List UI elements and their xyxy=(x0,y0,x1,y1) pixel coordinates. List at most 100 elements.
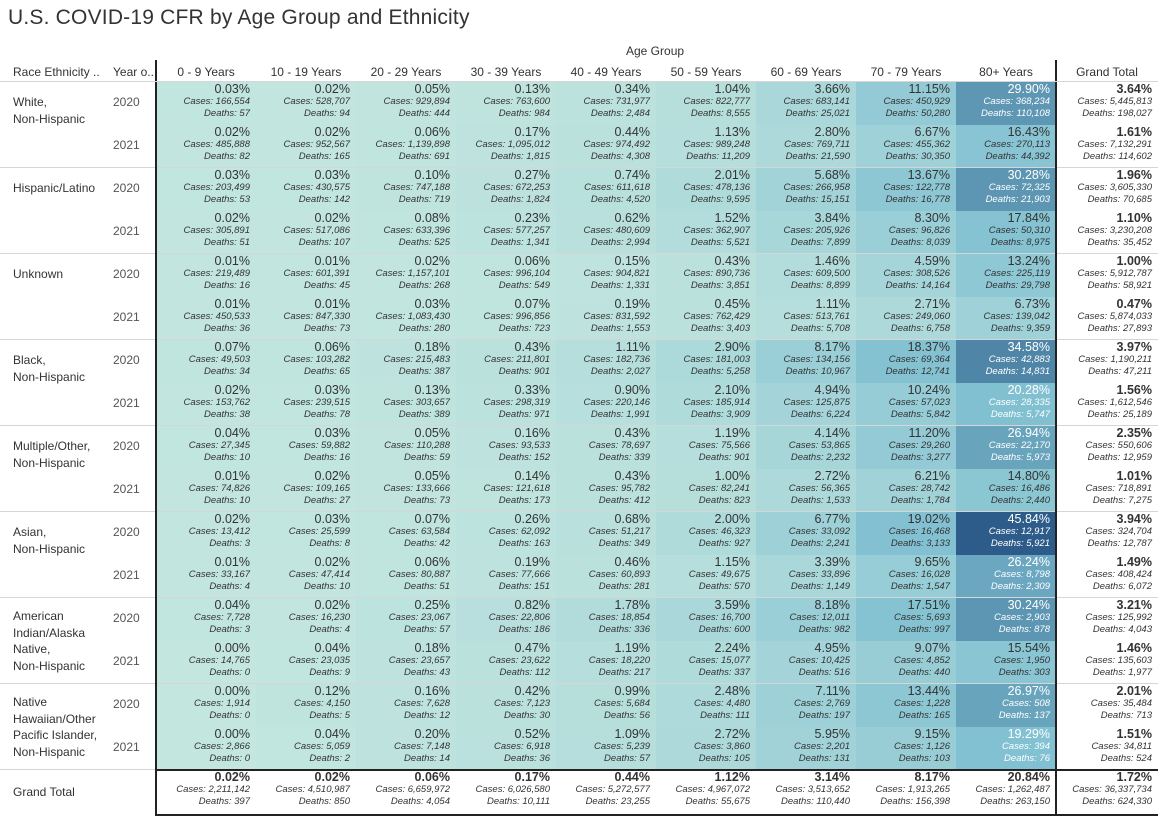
cfr-cell[interactable]: 45.84% Cases: 12,917 Deaths: 5,921 xyxy=(956,512,1056,555)
cfr-cell[interactable]: 0.06% Cases: 103,282 Deaths: 65 xyxy=(256,340,356,383)
cfr-cell[interactable]: 20.28% Cases: 28,335 Deaths: 5,747 xyxy=(956,383,1056,426)
cfr-cell[interactable]: 13.24% Cases: 225,119 Deaths: 29,798 xyxy=(956,254,1056,297)
cfr-cell[interactable]: 0.02% Cases: 1,157,101 Deaths: 268 xyxy=(356,254,456,297)
cfr-cell[interactable]: 6.77% Cases: 33,092 Deaths: 2,241 xyxy=(756,512,856,555)
cfr-cell[interactable]: 0.02% Cases: 109,165 Deaths: 27 xyxy=(256,469,356,512)
cfr-cell[interactable]: 26.94% Cases: 22,170 Deaths: 5,973 xyxy=(956,426,1056,469)
cfr-cell[interactable]: 0.01% Cases: 33,167 Deaths: 4 xyxy=(156,555,256,598)
cfr-cell[interactable]: 0.03% Cases: 1,083,430 Deaths: 280 xyxy=(356,297,456,340)
cfr-cell[interactable]: 0.05% Cases: 110,288 Deaths: 59 xyxy=(356,426,456,469)
cfr-cell[interactable]: 6.67% Cases: 455,362 Deaths: 30,350 xyxy=(856,125,956,168)
cfr-cell[interactable]: 0.74% Cases: 611,618 Deaths: 4,520 xyxy=(556,168,656,211)
cfr-cell[interactable]: 1.19% Cases: 18,220 Deaths: 217 xyxy=(556,641,656,684)
cfr-cell[interactable]: 26.97% Cases: 508 Deaths: 137 xyxy=(956,684,1056,727)
cfr-cell[interactable]: 19.29% Cases: 394 Deaths: 76 xyxy=(956,727,1056,770)
row-total-cell[interactable]: 1.00% Cases: 5,912,787 Deaths: 58,921 xyxy=(1056,254,1158,297)
cfr-cell[interactable]: 2.71% Cases: 249,060 Deaths: 6,758 xyxy=(856,297,956,340)
cfr-cell[interactable]: 0.06% Cases: 80,887 Deaths: 51 xyxy=(356,555,456,598)
cfr-cell[interactable]: 1.00% Cases: 82,241 Deaths: 823 xyxy=(656,469,756,512)
grand-total-cell[interactable]: 0.06% Cases: 6,659,972 Deaths: 4,054 xyxy=(356,770,456,814)
cfr-cell[interactable]: 0.26% Cases: 62,092 Deaths: 163 xyxy=(456,512,556,555)
cfr-cell[interactable]: 2.48% Cases: 4,480 Deaths: 111 xyxy=(656,684,756,727)
cfr-cell[interactable]: 4.59% Cases: 308,526 Deaths: 14,164 xyxy=(856,254,956,297)
cfr-cell[interactable]: 0.62% Cases: 480,609 Deaths: 2,994 xyxy=(556,211,656,254)
cfr-cell[interactable]: 0.17% Cases: 1,095,012 Deaths: 1,815 xyxy=(456,125,556,168)
cfr-cell[interactable]: 2.90% Cases: 181,003 Deaths: 5,258 xyxy=(656,340,756,383)
cfr-cell[interactable]: 1.13% Cases: 989,248 Deaths: 11,209 xyxy=(656,125,756,168)
cfr-cell[interactable]: 14.80% Cases: 16,486 Deaths: 2,440 xyxy=(956,469,1056,512)
cfr-cell[interactable]: 0.02% Cases: 528,707 Deaths: 94 xyxy=(256,82,356,125)
cfr-cell[interactable]: 19.02% Cases: 16,468 Deaths: 3,133 xyxy=(856,512,956,555)
cfr-cell[interactable]: 0.03% Cases: 59,882 Deaths: 16 xyxy=(256,426,356,469)
cfr-cell[interactable]: 7.11% Cases: 2,769 Deaths: 197 xyxy=(756,684,856,727)
cfr-cell[interactable]: 0.14% Cases: 121,618 Deaths: 173 xyxy=(456,469,556,512)
cfr-cell[interactable]: 0.01% Cases: 74,826 Deaths: 10 xyxy=(156,469,256,512)
cfr-cell[interactable]: 2.80% Cases: 769,711 Deaths: 21,590 xyxy=(756,125,856,168)
cfr-cell[interactable]: 0.42% Cases: 7,123 Deaths: 30 xyxy=(456,684,556,727)
cfr-cell[interactable]: 2.24% Cases: 15,077 Deaths: 337 xyxy=(656,641,756,684)
cfr-cell[interactable]: 0.13% Cases: 763,600 Deaths: 984 xyxy=(456,82,556,125)
cfr-cell[interactable]: 11.20% Cases: 29,260 Deaths: 3,277 xyxy=(856,426,956,469)
cfr-cell[interactable]: 4.95% Cases: 10,425 Deaths: 516 xyxy=(756,641,856,684)
cfr-cell[interactable]: 0.03% Cases: 25,599 Deaths: 8 xyxy=(256,512,356,555)
cfr-cell[interactable]: 0.04% Cases: 23,035 Deaths: 9 xyxy=(256,641,356,684)
cfr-cell[interactable]: 0.00% Cases: 2,866 Deaths: 0 xyxy=(156,727,256,770)
cfr-cell[interactable]: 0.06% Cases: 996,104 Deaths: 549 xyxy=(456,254,556,297)
cfr-cell[interactable]: 2.72% Cases: 3,860 Deaths: 105 xyxy=(656,727,756,770)
cfr-cell[interactable]: 0.04% Cases: 7,728 Deaths: 3 xyxy=(156,598,256,641)
row-total-cell[interactable]: 3.94% Cases: 324,704 Deaths: 12,787 xyxy=(1056,512,1158,555)
cfr-cell[interactable]: 0.16% Cases: 93,533 Deaths: 152 xyxy=(456,426,556,469)
cfr-cell[interactable]: 2.01% Cases: 478,136 Deaths: 9,595 xyxy=(656,168,756,211)
cfr-cell[interactable]: 1.19% Cases: 75,566 Deaths: 901 xyxy=(656,426,756,469)
column-header-6[interactable]: 50 - 59 Years xyxy=(670,65,742,79)
column-header-4[interactable]: 30 - 39 Years xyxy=(470,65,542,79)
cfr-cell[interactable]: 15.54% Cases: 1,950 Deaths: 303 xyxy=(956,641,1056,684)
cfr-cell[interactable]: 1.11% Cases: 513,761 Deaths: 5,708 xyxy=(756,297,856,340)
cfr-cell[interactable]: 0.02% Cases: 952,567 Deaths: 165 xyxy=(256,125,356,168)
row-total-cell[interactable]: 1.10% Cases: 3,230,208 Deaths: 35,452 xyxy=(1056,211,1158,254)
cfr-cell[interactable]: 0.34% Cases: 731,977 Deaths: 2,484 xyxy=(556,82,656,125)
cfr-cell[interactable]: 0.02% Cases: 305,891 Deaths: 51 xyxy=(156,211,256,254)
row-total-cell[interactable]: 2.01% Cases: 35,484 Deaths: 713 xyxy=(1056,684,1158,727)
row-total-cell[interactable]: 1.46% Cases: 135,603 Deaths: 1,977 xyxy=(1056,641,1158,684)
cfr-cell[interactable]: 11.15% Cases: 450,929 Deaths: 50,280 xyxy=(856,82,956,125)
cfr-cell[interactable]: 3.39% Cases: 33,896 Deaths: 1,149 xyxy=(756,555,856,598)
cfr-cell[interactable]: 9.07% Cases: 4,852 Deaths: 440 xyxy=(856,641,956,684)
cfr-cell[interactable]: 1.11% Cases: 182,736 Deaths: 2,027 xyxy=(556,340,656,383)
cfr-cell[interactable]: 29.90% Cases: 368,234 Deaths: 110,108 xyxy=(956,82,1056,125)
cfr-cell[interactable]: 18.37% Cases: 69,364 Deaths: 12,741 xyxy=(856,340,956,383)
cfr-cell[interactable]: 0.43% Cases: 95,782 Deaths: 412 xyxy=(556,469,656,512)
row-total-cell[interactable]: 1.49% Cases: 408,424 Deaths: 6,072 xyxy=(1056,555,1158,598)
cfr-cell[interactable]: 0.47% Cases: 23,622 Deaths: 112 xyxy=(456,641,556,684)
row-total-cell[interactable]: 0.47% Cases: 5,874,033 Deaths: 27,893 xyxy=(1056,297,1158,340)
column-header-7[interactable]: 60 - 69 Years xyxy=(770,65,842,79)
cfr-cell[interactable]: 0.25% Cases: 23,067 Deaths: 57 xyxy=(356,598,456,641)
cfr-cell[interactable]: 0.00% Cases: 14,765 Deaths: 0 xyxy=(156,641,256,684)
cfr-cell[interactable]: 16.43% Cases: 270,113 Deaths: 44,392 xyxy=(956,125,1056,168)
cfr-cell[interactable]: 0.27% Cases: 672,253 Deaths: 1,824 xyxy=(456,168,556,211)
cfr-cell[interactable]: 0.03% Cases: 166,554 Deaths: 57 xyxy=(156,82,256,125)
cfr-cell[interactable]: 0.05% Cases: 929,894 Deaths: 444 xyxy=(356,82,456,125)
row-total-cell[interactable]: 1.61% Cases: 7,132,291 Deaths: 114,602 xyxy=(1056,125,1158,168)
cfr-cell[interactable]: 0.90% Cases: 220,146 Deaths: 1,991 xyxy=(556,383,656,426)
cfr-cell[interactable]: 0.05% Cases: 133,666 Deaths: 73 xyxy=(356,469,456,512)
cfr-cell[interactable]: 0.46% Cases: 60,893 Deaths: 281 xyxy=(556,555,656,598)
cfr-cell[interactable]: 0.43% Cases: 890,736 Deaths: 3,851 xyxy=(656,254,756,297)
cfr-cell[interactable]: 0.23% Cases: 577,257 Deaths: 1,341 xyxy=(456,211,556,254)
cfr-cell[interactable]: 0.03% Cases: 430,575 Deaths: 142 xyxy=(256,168,356,211)
cfr-cell[interactable]: 0.02% Cases: 517,086 Deaths: 107 xyxy=(256,211,356,254)
cfr-cell[interactable]: 0.15% Cases: 904,821 Deaths: 1,331 xyxy=(556,254,656,297)
cfr-cell[interactable]: 0.43% Cases: 78,697 Deaths: 339 xyxy=(556,426,656,469)
cfr-cell[interactable]: 17.51% Cases: 5,693 Deaths: 997 xyxy=(856,598,956,641)
grand-total-cell[interactable]: 0.02% Cases: 2,211,142 Deaths: 397 xyxy=(156,770,256,814)
cfr-cell[interactable]: 0.20% Cases: 7,148 Deaths: 14 xyxy=(356,727,456,770)
cfr-cell[interactable]: 34.58% Cases: 42,883 Deaths: 14,831 xyxy=(956,340,1056,383)
cfr-cell[interactable]: 0.00% Cases: 1,914 Deaths: 0 xyxy=(156,684,256,727)
cfr-cell[interactable]: 0.44% Cases: 974,492 Deaths: 4,308 xyxy=(556,125,656,168)
row-total-cell[interactable]: 1.51% Cases: 34,811 Deaths: 524 xyxy=(1056,727,1158,770)
cfr-cell[interactable]: 0.01% Cases: 847,330 Deaths: 73 xyxy=(256,297,356,340)
cfr-cell[interactable]: 0.02% Cases: 13,412 Deaths: 3 xyxy=(156,512,256,555)
column-header-8[interactable]: 70 - 79 Years xyxy=(870,65,942,79)
cfr-cell[interactable]: 0.33% Cases: 298,319 Deaths: 971 xyxy=(456,383,556,426)
cfr-cell[interactable]: 13.67% Cases: 122,778 Deaths: 16,778 xyxy=(856,168,956,211)
